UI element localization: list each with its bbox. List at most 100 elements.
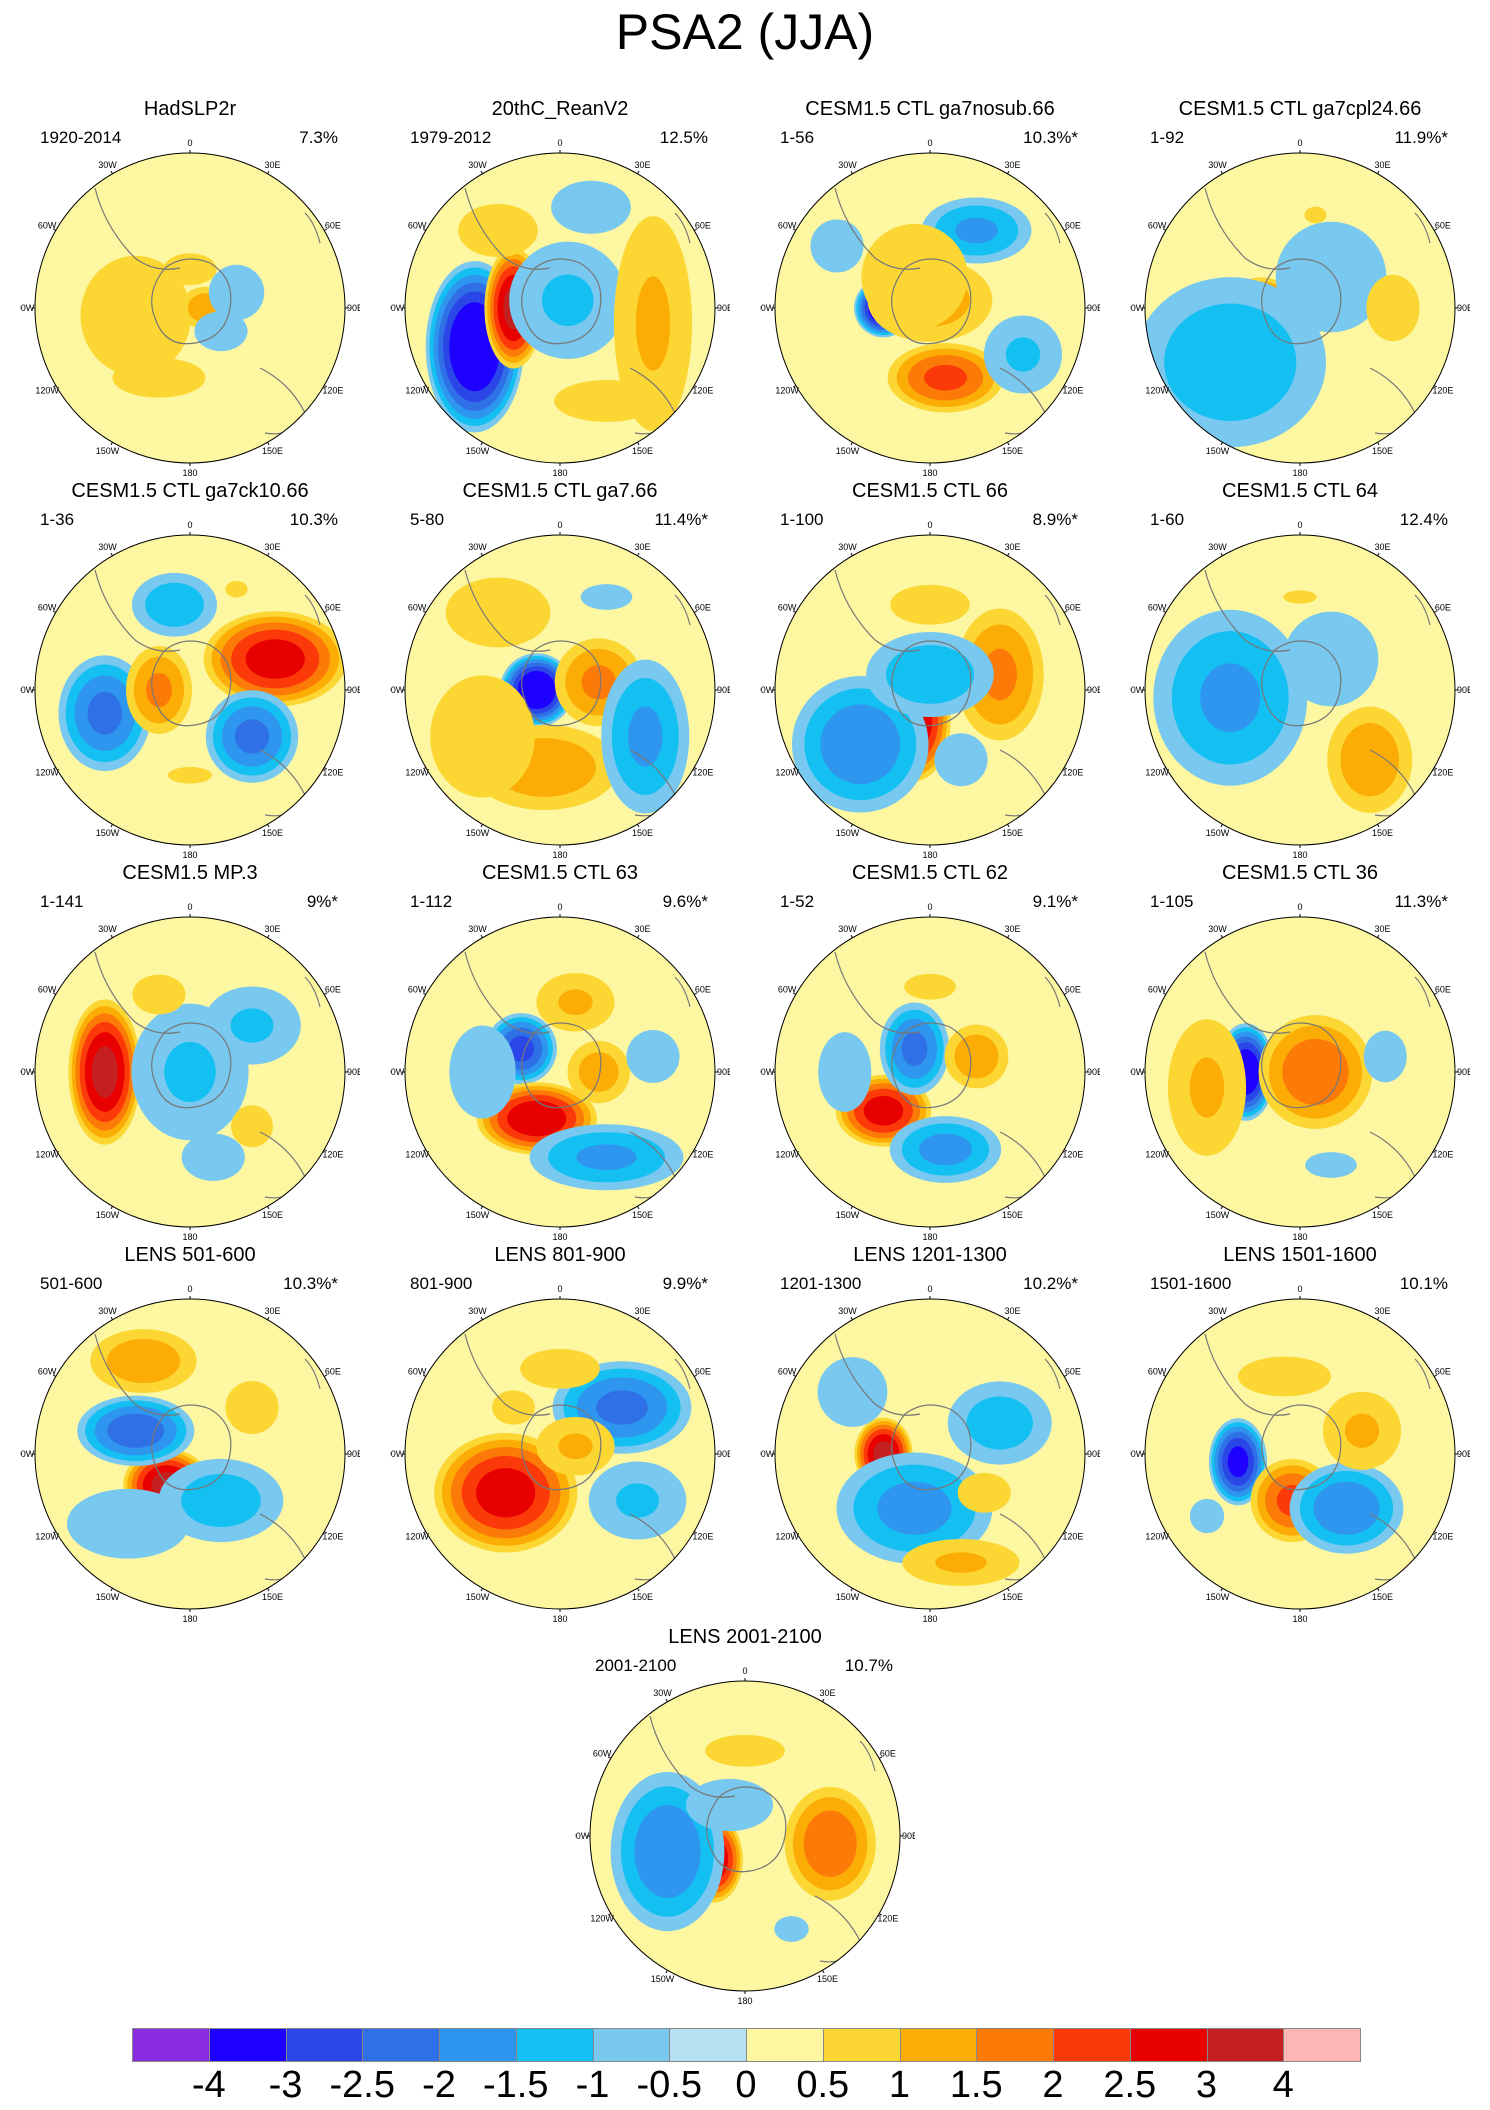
longitude-label: 60W	[408, 603, 427, 613]
contour-band	[863, 1095, 904, 1126]
longitude-label: 30W	[98, 542, 117, 552]
panel-years: 1-60	[1150, 510, 1185, 529]
longitude-label: 30E	[1374, 924, 1390, 934]
longitude-label: 120E	[1062, 1532, 1083, 1542]
panel-variance: 10.3%	[289, 510, 338, 529]
contour-band	[87, 691, 122, 735]
map-panel: 0 30E 60E 90E 120E 150E 180 150W 120W 90W 60W 30W CE…	[20, 480, 360, 860]
longitude-tick	[52, 1374, 57, 1377]
longitude-tick	[110, 934, 113, 939]
panel-variance: 10.7%	[844, 1656, 893, 1675]
contour-band	[924, 364, 967, 391]
longitude-label: 120W	[405, 1150, 429, 1160]
longitude-label: 150W	[96, 1210, 120, 1220]
longitude-tick	[792, 610, 797, 613]
longitude-label: 90W	[390, 1449, 405, 1459]
contour-band	[1227, 1446, 1249, 1478]
longitude-label: 0	[1297, 902, 1302, 912]
coastline	[521, 1022, 602, 1109]
coastline	[464, 569, 551, 652]
longitude-tick	[422, 1531, 427, 1534]
longitude-label: 60W	[408, 985, 427, 995]
coastline	[94, 569, 181, 652]
contour-band	[1200, 663, 1261, 733]
longitude-label: 90E	[902, 1831, 915, 1841]
longitude-label: 30W	[468, 924, 487, 934]
longitude-tick	[1377, 934, 1380, 939]
longitude-tick	[822, 1698, 825, 1703]
colorbar-label: 0	[735, 2064, 757, 2106]
panel-years: 1-92	[1150, 128, 1185, 147]
field-background	[35, 153, 345, 463]
map-panel: 0 30E 60E 90E 120E 150E 180 150W 120W 90W 60W 30W CE…	[760, 98, 1100, 478]
longitude-label: 60W	[1148, 1367, 1167, 1377]
colorbar-label: -4	[191, 2064, 226, 2106]
longitude-tick	[1433, 992, 1438, 995]
contour-band	[919, 1133, 972, 1166]
field-background	[1145, 1299, 1455, 1609]
contour-band	[957, 1472, 1011, 1513]
panel-years: 2001-2100	[595, 1656, 677, 1675]
longitude-tick	[792, 767, 797, 770]
contour-band	[66, 1488, 190, 1559]
colorbar-label: 2	[1042, 2064, 1064, 2106]
coastline	[891, 258, 972, 345]
longitude-tick	[637, 552, 640, 557]
contour-band	[1283, 590, 1317, 604]
contour-band	[885, 645, 975, 704]
longitude-label: 180	[552, 1614, 567, 1624]
longitude-tick	[110, 441, 113, 446]
longitude-label: 150E	[262, 828, 283, 838]
coastline	[151, 1404, 232, 1491]
colorbar-swatch	[515, 2028, 594, 2062]
panel-title: LENS 501-600	[124, 1244, 256, 1266]
longitude-label: 150E	[1002, 446, 1023, 456]
contour-band	[1005, 337, 1041, 372]
figure-title: PSA2 (JJA)	[615, 4, 875, 60]
contour-band	[458, 203, 538, 258]
contour-band	[112, 357, 206, 398]
contour-band	[80, 255, 192, 376]
colorbar-label: -3	[268, 2064, 303, 2106]
longitude-label: 30E	[634, 160, 650, 170]
panel-title: LENS 1501-1600	[1223, 1244, 1377, 1266]
longitude-tick	[323, 1149, 328, 1152]
panel-title: CESM1.5 CTL ga7ck10.66	[71, 480, 309, 502]
panel-title: CESM1.5 CTL 64	[1222, 480, 1378, 502]
contour-band	[551, 180, 631, 234]
longitude-label: 120E	[322, 1532, 343, 1542]
longitude-tick	[850, 552, 853, 557]
longitude-tick	[792, 228, 797, 231]
longitude-tick	[637, 934, 640, 939]
panel-years: 1-36	[40, 510, 75, 529]
longitude-label: 90W	[760, 685, 775, 695]
panel-variance: 12.4%	[1399, 510, 1448, 529]
longitude-tick	[1162, 1149, 1167, 1152]
longitude-tick	[52, 1531, 57, 1534]
longitude-tick	[52, 767, 57, 770]
contour-band	[1305, 1152, 1357, 1178]
panel-variance: 11.9%*	[1394, 128, 1448, 147]
longitude-label: 90E	[717, 303, 730, 313]
longitude-label: 120E	[1062, 1150, 1083, 1160]
longitude-label: 30W	[98, 160, 117, 170]
longitude-label: 30E	[634, 542, 650, 552]
coastline	[1414, 976, 1431, 1008]
contour-band	[558, 989, 593, 1016]
polar-map: 0 30E 60E 90E 120E 150E 180 150W 120W 90W 60W 30W	[1130, 138, 1470, 478]
longitude-tick	[480, 1587, 483, 1592]
longitude-tick	[822, 1969, 825, 1974]
longitude-label: 30E	[264, 542, 280, 552]
coastline	[521, 258, 602, 345]
panel-variance: 9.9%*	[662, 1274, 708, 1293]
longitude-tick	[792, 1531, 797, 1534]
longitude-tick	[1162, 610, 1167, 613]
longitude-label: 30E	[264, 160, 280, 170]
longitude-label: 0	[927, 902, 932, 912]
longitude-label: 120W	[775, 1150, 799, 1160]
longitude-tick	[607, 1913, 612, 1916]
contour-band	[954, 1034, 999, 1079]
contour-band	[904, 973, 956, 1000]
colorbar-swatch	[132, 2028, 210, 2062]
longitude-label: 30E	[264, 924, 280, 934]
